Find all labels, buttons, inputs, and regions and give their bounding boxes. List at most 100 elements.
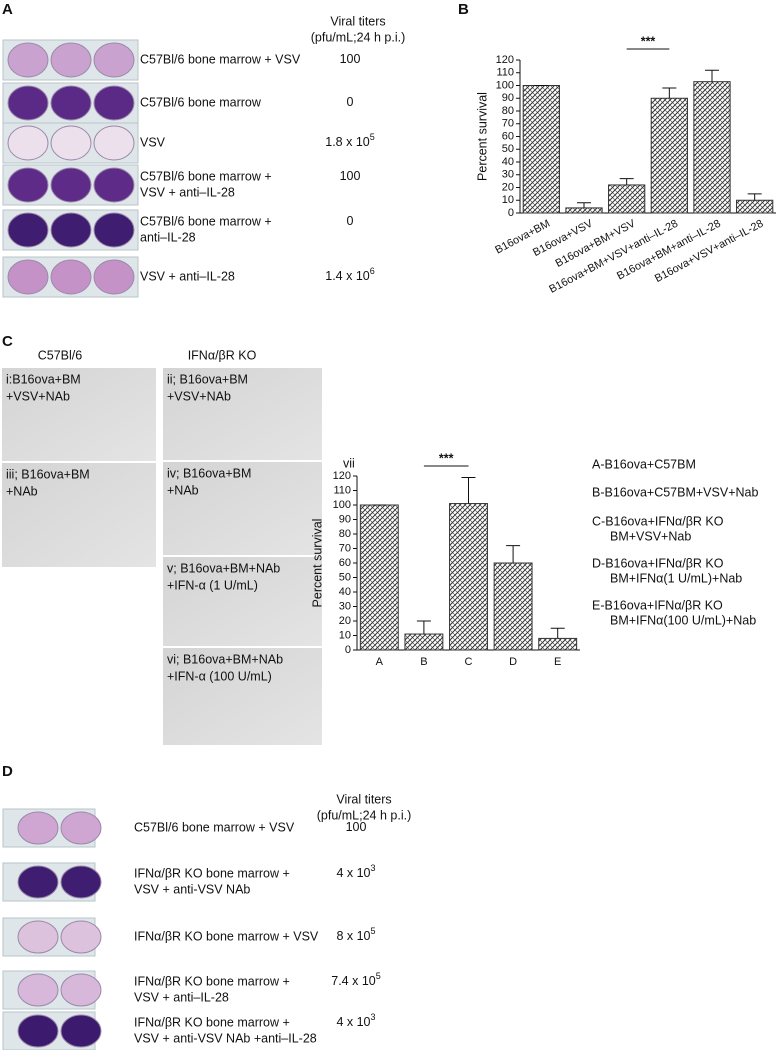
y-tick-label: 80 xyxy=(502,105,514,117)
y-tick-label: 50 xyxy=(502,143,514,155)
well xyxy=(50,259,92,295)
row-label: IFNα/βR KO bone marrow + xyxy=(134,1015,290,1029)
y-tick-label: 90 xyxy=(339,513,351,525)
titer-value: 100 xyxy=(340,52,361,66)
well xyxy=(7,259,49,295)
y-tick-label: 20 xyxy=(339,615,351,627)
y-tick-label: 30 xyxy=(339,600,351,612)
well xyxy=(17,1014,59,1048)
titer: 100 xyxy=(340,52,361,66)
titer-value: 4 x 10 xyxy=(336,1015,370,1029)
micrograph xyxy=(163,648,322,745)
legend-note: BM+IFNα(1 U/mL)+Nab xyxy=(610,571,742,585)
image-caption: +VSV+NAb xyxy=(167,389,231,403)
y-tick-label: 40 xyxy=(339,586,351,598)
row-label: IFNα/βR KO bone marrow + VSV xyxy=(134,929,319,943)
legend-note: A-B16ova+C57BM xyxy=(592,457,696,471)
row-label: VSV + anti-VSV NAb xyxy=(134,882,250,896)
titer-exponent: 5 xyxy=(371,926,376,936)
y-tick-label: 10 xyxy=(339,629,351,641)
titer: 100 xyxy=(346,820,367,834)
image-caption: iii; B16ova+BM xyxy=(6,467,90,481)
well xyxy=(50,85,92,121)
panel-sublabel: vii xyxy=(343,456,355,470)
titer: 100 xyxy=(340,169,361,183)
y-tick-label: 100 xyxy=(496,79,514,91)
legend-note: C-B16ova+IFNα/βR KO xyxy=(592,514,724,528)
row-label: C57Bl/6 bone marrow + xyxy=(140,214,272,228)
y-tick-label: 50 xyxy=(339,571,351,583)
well xyxy=(7,125,49,161)
bar xyxy=(493,562,533,651)
well xyxy=(60,811,102,845)
row-label: anti–IL-28 xyxy=(140,230,196,244)
row-label: VSV xyxy=(140,135,166,149)
bar xyxy=(736,199,774,214)
x-tick-label: D xyxy=(509,656,517,668)
y-tick-label: 30 xyxy=(502,169,514,181)
titer-value: 8 x 10 xyxy=(336,929,370,943)
titer-exponent: 3 xyxy=(371,863,376,873)
micrograph xyxy=(163,557,322,646)
well xyxy=(7,167,49,203)
well xyxy=(93,167,135,203)
y-tick-label: 20 xyxy=(502,181,514,193)
row-label: VSV + anti-VSV NAb +anti–IL-28 xyxy=(134,1031,317,1045)
legend-note: B-B16ova+C57BM+VSV+Nab xyxy=(592,485,758,499)
image-caption: +IFN-α (1 U/mL) xyxy=(167,578,258,592)
column-header: (pfu/mL;24 h p.i.) xyxy=(311,30,406,44)
well xyxy=(50,125,92,161)
y-tick-label: 0 xyxy=(508,207,514,219)
row-label: VSV + anti–IL-28 xyxy=(140,269,235,283)
bar xyxy=(538,637,578,651)
titer: 4 x 103 xyxy=(336,1012,375,1029)
image-caption: v; B16ova+BM+NAb xyxy=(167,561,280,575)
error-bar xyxy=(506,545,521,563)
bar xyxy=(650,97,688,214)
titer: 0 xyxy=(347,95,354,109)
image-caption: ii; B16ova+BM xyxy=(167,372,248,386)
well xyxy=(50,212,92,248)
panel-label: C xyxy=(2,333,13,350)
well xyxy=(93,212,135,248)
titer-exponent: 6 xyxy=(370,266,375,276)
row-label: VSV + anti–IL-28 xyxy=(134,990,229,1004)
micrograph xyxy=(163,368,322,460)
well xyxy=(17,920,59,954)
titer: 4 x 103 xyxy=(336,863,375,880)
image-caption: +IFN-α (100 U/mL) xyxy=(167,669,272,683)
titer-value: 1.4 x 10 xyxy=(325,269,370,283)
well xyxy=(50,42,92,78)
column-header: Viral titers xyxy=(330,14,385,28)
legend-note: E-B16ova+IFNα/βR KO xyxy=(592,598,723,612)
titer: 1.4 x 106 xyxy=(325,266,375,283)
y-tick-label: 60 xyxy=(502,130,514,142)
bar xyxy=(404,633,444,651)
error-bar xyxy=(662,87,677,99)
image-caption: +NAb xyxy=(6,484,38,498)
bar xyxy=(608,184,646,214)
legend-note: D-B16ova+IFNα/βR KO xyxy=(592,556,724,570)
x-tick-label: B xyxy=(420,656,427,668)
error-bar xyxy=(416,620,431,635)
bar xyxy=(693,81,731,214)
well xyxy=(50,167,92,203)
well xyxy=(93,259,135,295)
error-bar xyxy=(705,69,719,82)
well xyxy=(17,865,59,899)
y-tick-label: 40 xyxy=(502,156,514,168)
micrograph xyxy=(2,463,156,567)
row-label: IFNα/βR KO bone marrow + xyxy=(134,974,290,988)
titer: 0 xyxy=(347,214,354,228)
image-caption: +VSV+NAb xyxy=(6,389,70,403)
row-label: VSV + anti–IL-28 xyxy=(140,185,235,199)
y-tick-label: 70 xyxy=(502,118,514,130)
titer-value: 100 xyxy=(346,820,367,834)
image-caption: vi; B16ova+BM+NAb xyxy=(167,652,283,666)
well xyxy=(93,42,135,78)
y-tick-label: 70 xyxy=(339,542,351,554)
titer-value: 4 x 10 xyxy=(336,866,370,880)
y-tick-label: 80 xyxy=(339,528,351,540)
